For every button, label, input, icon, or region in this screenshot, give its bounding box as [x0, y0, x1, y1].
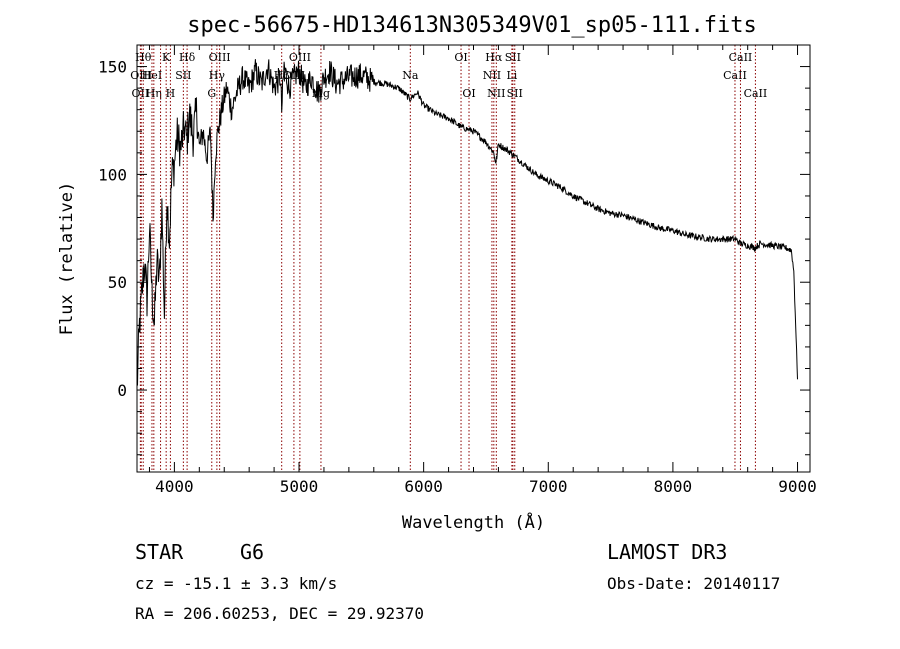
x-axis-label: Wavelength (Å): [402, 511, 545, 533]
survey-name: LAMOST DR3: [607, 540, 728, 564]
line-marker-label-27: CaII: [729, 51, 753, 64]
line-marker-label-9: Hδ: [179, 51, 196, 64]
line-marker-label-21: Hα: [485, 51, 503, 64]
x-tick-label: 9000: [778, 477, 817, 496]
line-marker-label-12: OIII: [209, 51, 231, 64]
x-tick-label: 7000: [529, 477, 568, 496]
observation-date: Obs-Date: 20140117: [607, 574, 781, 593]
x-tick-label: 4000: [155, 477, 194, 496]
line-marker-label-26: CaII: [723, 69, 747, 82]
redshift-text: cz = -15.1 ± 3.3 km/s: [135, 574, 338, 593]
line-marker-label-1: OIII: [130, 69, 152, 82]
line-marker-label-24: SII: [505, 51, 521, 64]
y-tick-label: 50: [108, 273, 127, 292]
line-marker-label-8: SII: [175, 69, 191, 82]
chart-title: spec-56675-HD134613N305349V01_sp05-111.f…: [187, 13, 757, 38]
line-marker-label-19: OI: [462, 87, 475, 100]
line-marker-label-17: Na: [402, 69, 419, 82]
line-marker-label-10: G: [207, 87, 216, 100]
line-marker-label-18: OI: [454, 51, 467, 64]
line-marker-label-6: K: [162, 51, 171, 64]
line-marker-label-3: HeI: [142, 69, 162, 82]
y-tick-label: 100: [98, 165, 127, 184]
line-marker-label-20: NII: [483, 69, 501, 82]
object-subclass: G6: [240, 540, 265, 564]
line-marker-label-28: CaII: [744, 87, 768, 100]
y-axis-label: Flux (relative): [57, 182, 77, 336]
y-tick-label: 0: [117, 381, 127, 400]
y-tick-label: 150: [98, 58, 127, 77]
x-tick-label: 8000: [654, 477, 693, 496]
line-marker-label-23: Li: [506, 69, 517, 82]
spectrum-line: [136, 59, 798, 386]
x-tick-label: 6000: [404, 477, 443, 496]
line-marker-label-11: Hγ: [209, 69, 226, 82]
line-marker-label-7: H: [166, 87, 176, 100]
object-class: STAR: [135, 540, 184, 564]
x-tick-label: 5000: [280, 477, 319, 496]
coordinates-text: RA = 206.60253, DEC = 29.92370: [135, 604, 424, 623]
line-marker-label-25: SII: [507, 87, 523, 100]
line-marker-label-2: Hθ: [135, 51, 152, 64]
line-marker-label-4: Hη: [146, 87, 162, 100]
line-marker-label-0: OII: [132, 87, 150, 100]
line-marker-label-22: NII: [487, 87, 505, 100]
plot-frame: [136, 44, 811, 473]
line-marker-label-15: OIII: [289, 51, 311, 64]
